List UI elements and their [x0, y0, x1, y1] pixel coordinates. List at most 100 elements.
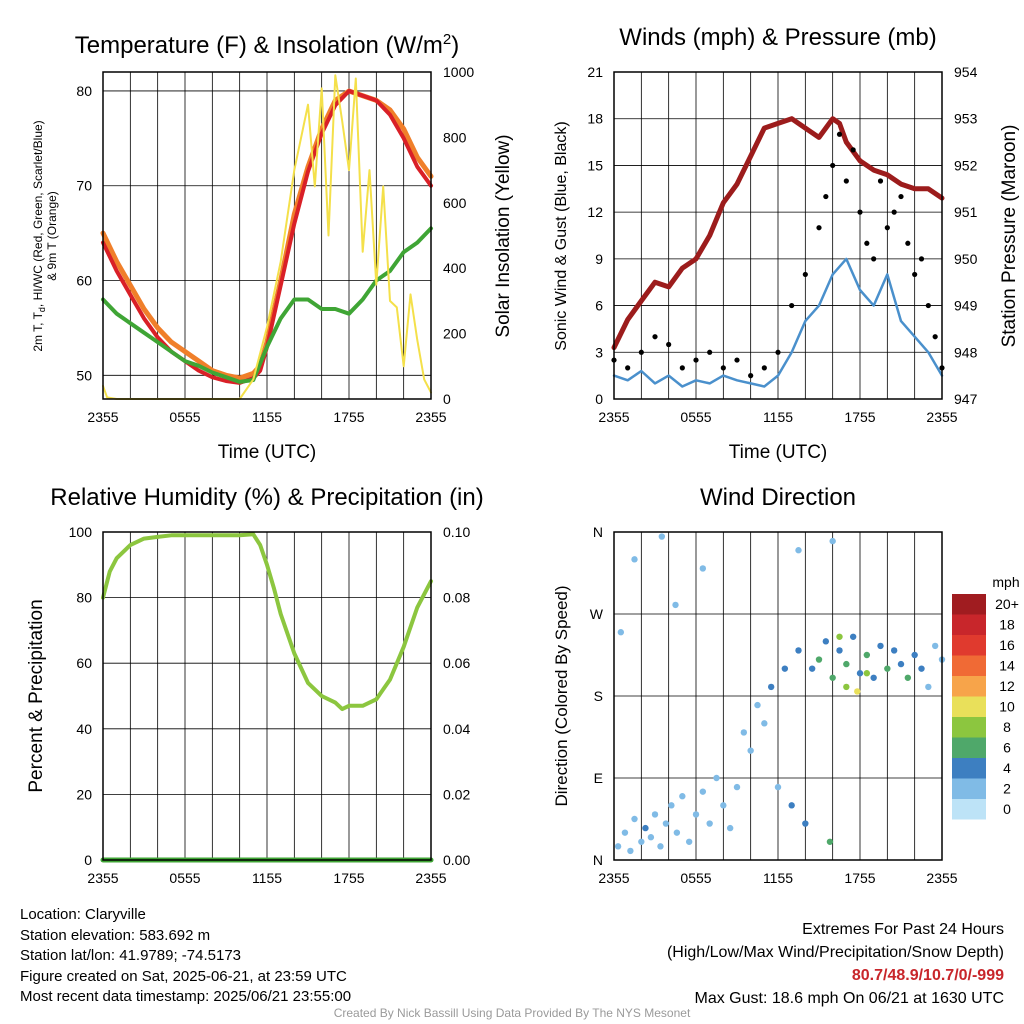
temperature-xlabel: Time (UTC) [218, 442, 317, 463]
winds-point [761, 365, 767, 371]
direction-point [774, 783, 782, 791]
legend-swatch [952, 614, 986, 635]
winds-point [816, 225, 822, 231]
direction-point [863, 651, 871, 659]
wind-direction-xtick: 2355 [926, 870, 957, 886]
direction-point [856, 670, 864, 677]
extremes-heading: Extremes For Past 24 Hours [802, 921, 1004, 938]
legend-swatch [952, 696, 986, 717]
winds-point [734, 357, 740, 363]
humidity-title: Relative Humidity (%) & Precipitation (i… [50, 484, 483, 511]
direction-point [897, 660, 905, 668]
legend-label: 16 [999, 637, 1015, 653]
winds-xtick: 2355 [598, 409, 629, 425]
winds-xlabel: Time (UTC) [729, 442, 828, 463]
direction-point [621, 829, 629, 836]
direction-point [918, 665, 925, 672]
direction-point [638, 838, 645, 845]
temperature-xtick: 0555 [169, 409, 200, 425]
winds-ylabel: Sonic Wind & Gust (Blue, Black) [553, 121, 570, 350]
direction-point [863, 670, 871, 677]
humidity-frame [102, 531, 432, 861]
direction-point [617, 629, 625, 636]
direction-point [631, 556, 638, 563]
wind-direction-xtick: 2355 [598, 870, 629, 886]
direction-point [699, 788, 707, 795]
winds-point [912, 271, 918, 278]
winds-series-line [611, 116, 945, 351]
direction-point [672, 601, 679, 609]
legend-label: 2 [1003, 781, 1011, 797]
humidity-xtick: 0555 [169, 870, 200, 886]
temperature-ytick: 60 [76, 273, 92, 289]
max-gust: Max Gust: 18.6 mph On 06/21 at 1630 UTC [694, 990, 1005, 1007]
direction-point [836, 633, 843, 640]
winds-y2tick: 953 [954, 111, 978, 127]
wind-direction-frame [613, 531, 943, 861]
winds-point [877, 178, 884, 184]
temperature-ytick: 80 [76, 83, 92, 99]
winds-y2tick: 954 [954, 64, 978, 80]
legend-swatch [952, 778, 986, 799]
legend-label: 4 [1003, 760, 1011, 776]
direction-point [679, 793, 686, 800]
legend-swatch [952, 655, 986, 676]
temperature-xtick: 2355 [87, 409, 118, 425]
winds-point [925, 302, 931, 309]
winds-ytick: 15 [587, 157, 603, 173]
temperature-xtick: 1155 [252, 409, 282, 425]
humidity-ytick: 100 [69, 524, 93, 540]
direction-point [829, 674, 836, 681]
direction-point [843, 660, 850, 668]
winds-point [871, 256, 877, 262]
direction-point [658, 533, 666, 540]
humidity-panel: Relative Humidity (%) & Precipitation (i… [26, 484, 484, 886]
direction-point [726, 824, 734, 832]
winds-title: Winds (mph) & Pressure (mb) [619, 24, 936, 51]
humidity-ylabel: Percent & Precipitation [26, 599, 47, 792]
temperature-plot-area: 2355 0555 1155 1755 235550607080020040060080… [76, 64, 474, 425]
direction-point [699, 565, 707, 572]
direction-point [740, 729, 748, 736]
temperature-y2tick: 200 [443, 326, 467, 342]
humidity-ytick: 80 [76, 590, 92, 606]
winds-panel: Winds (mph) & Pressure (mb) 2355 0555 1155… [553, 24, 1020, 463]
direction-point [904, 674, 912, 681]
direction-point [802, 820, 809, 827]
wind-direction-ytick: S [594, 688, 603, 704]
direction-point [870, 674, 877, 681]
legend-swatch [952, 635, 986, 656]
legend-label: 14 [999, 658, 1015, 674]
direction-point [788, 802, 795, 809]
wind-direction-title: Wind Direction [700, 484, 856, 511]
direction-point [877, 642, 884, 650]
direction-point [925, 683, 932, 691]
direction-point [808, 665, 816, 672]
temperature-ylabel-line1: 2m T, Td, HI/WC (Red, Green, Scarlet/Blu… [31, 120, 47, 351]
winds-ytick: 9 [595, 251, 603, 267]
direction-point [781, 665, 789, 672]
direction-point [706, 820, 713, 827]
winds-series-line [612, 257, 944, 388]
temperature-frame [102, 71, 432, 400]
figure-created: Figure created on Sat, 2025-06-21, at 23… [20, 967, 347, 985]
winds-point [830, 162, 836, 169]
wind-direction-ylabel: Direction (Colored By Speed) [552, 585, 571, 806]
winds-point [898, 193, 904, 200]
legend-swatch [952, 676, 986, 697]
winds-y2tick: 952 [954, 157, 978, 173]
temperature-ylabel-line2: & 9m T (Orange) [45, 191, 59, 281]
winds-point [679, 365, 685, 371]
humidity-y2tick: 0.04 [443, 721, 470, 737]
wind-direction-ytick: N [593, 524, 603, 540]
humidity-ytick: 20 [76, 786, 92, 802]
legend-title: mph [992, 574, 1019, 590]
winds-xtick: 1755 [844, 409, 875, 425]
humidity-y2tick: 0.10 [443, 524, 470, 540]
temperature-ytick: 70 [76, 178, 92, 194]
winds-y2tick: 948 [954, 344, 978, 360]
winds-frame [613, 71, 943, 400]
wind-direction-xtick: 1155 [763, 870, 793, 886]
